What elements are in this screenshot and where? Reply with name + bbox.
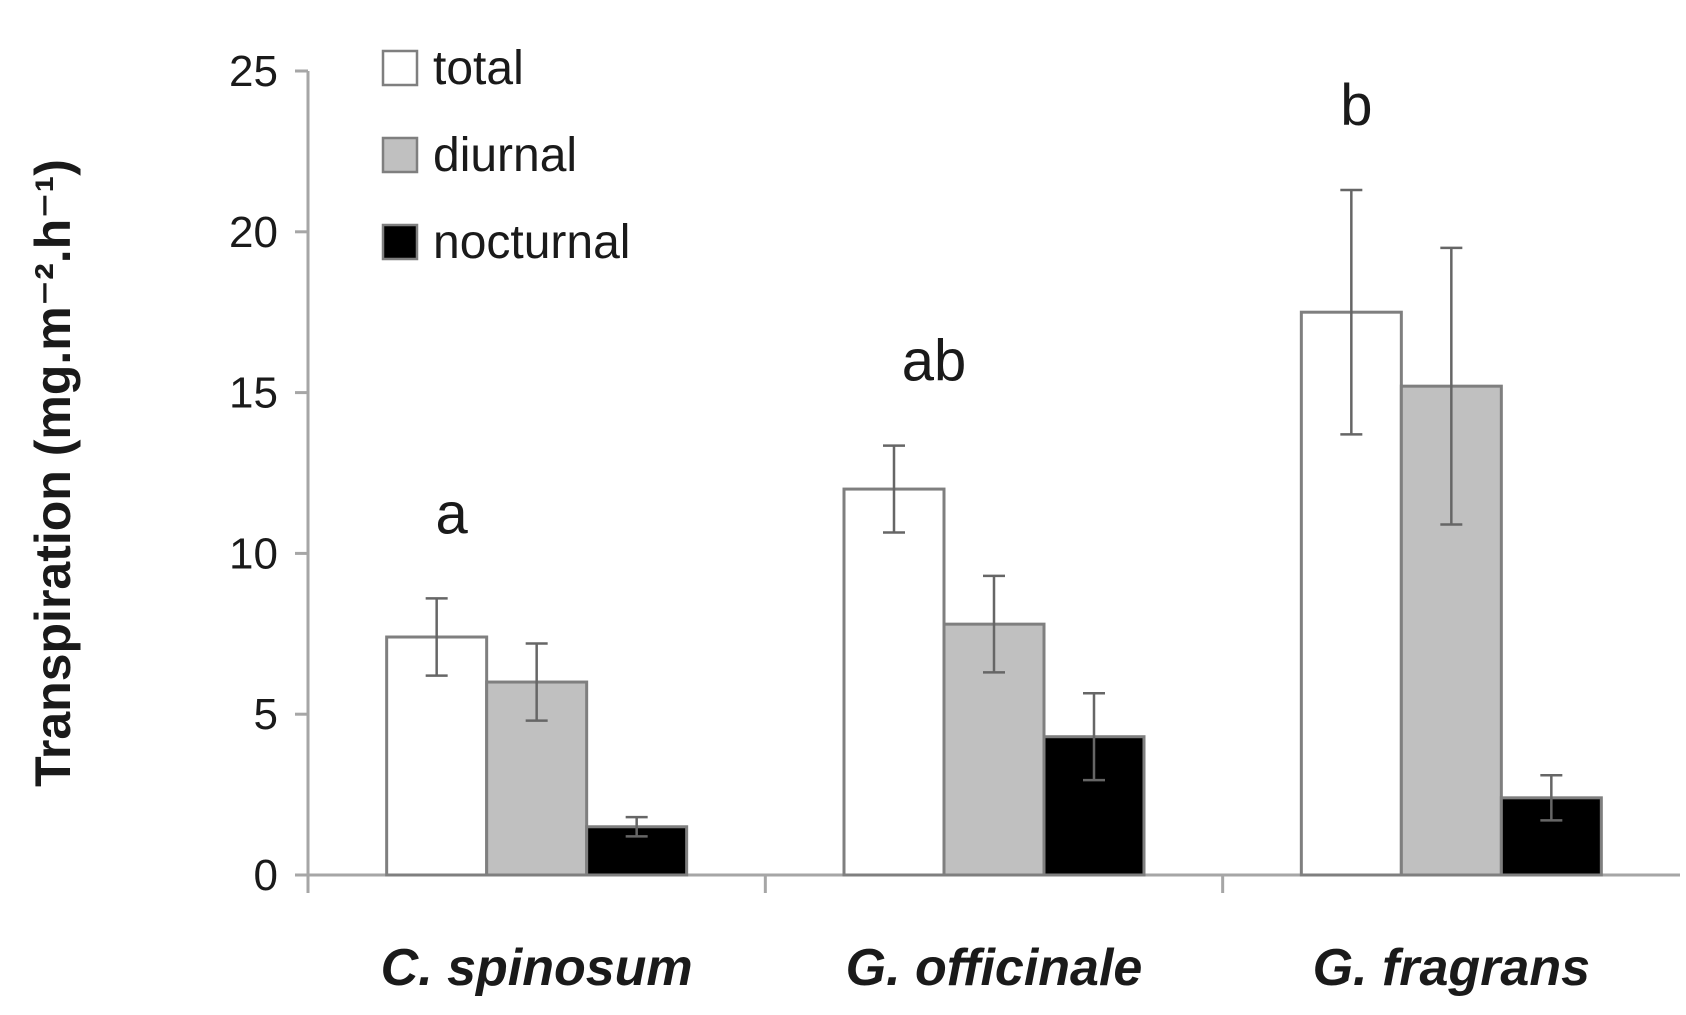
legend-label-nocturnal: nocturnal: [433, 216, 630, 269]
y-tick-label-5: 5: [254, 690, 278, 739]
y-axis-label: Transpiration (mg.m⁻².h⁻¹): [25, 159, 81, 787]
x-category-label-c-spinosum: C. spinosum: [381, 939, 693, 997]
x-category-label-g-fragrans: G. fragrans: [1313, 939, 1590, 997]
legend: total diurnal nocturnal: [381, 42, 630, 269]
y-tick-label-25: 25: [229, 47, 278, 96]
significance-letter-g-officinale: ab: [902, 329, 967, 394]
significance-letter-c-spinosum: a: [436, 481, 469, 546]
x-category-label-g-officinale: G. officinale: [846, 939, 1143, 997]
legend-label-diurnal: diurnal: [433, 129, 577, 182]
y-tick-label-10: 10: [229, 529, 278, 578]
legend-swatch-diurnal: [381, 136, 419, 174]
legend-swatch-nocturnal: [381, 223, 419, 261]
legend-label-total: total: [433, 42, 524, 95]
y-tick-label-15: 15: [229, 369, 278, 418]
chart-marks: 0 5 10 15 20 25 C. spinosum a G. officinale ab G. …: [229, 47, 1603, 997]
bar-total-g-officinale: [842, 487, 946, 877]
y-tick-label-20: 20: [229, 208, 278, 257]
significance-letter-g-fragrans: b: [1340, 73, 1372, 138]
legend-swatch-total: [381, 49, 419, 87]
y-tick-label-0: 0: [254, 851, 278, 900]
